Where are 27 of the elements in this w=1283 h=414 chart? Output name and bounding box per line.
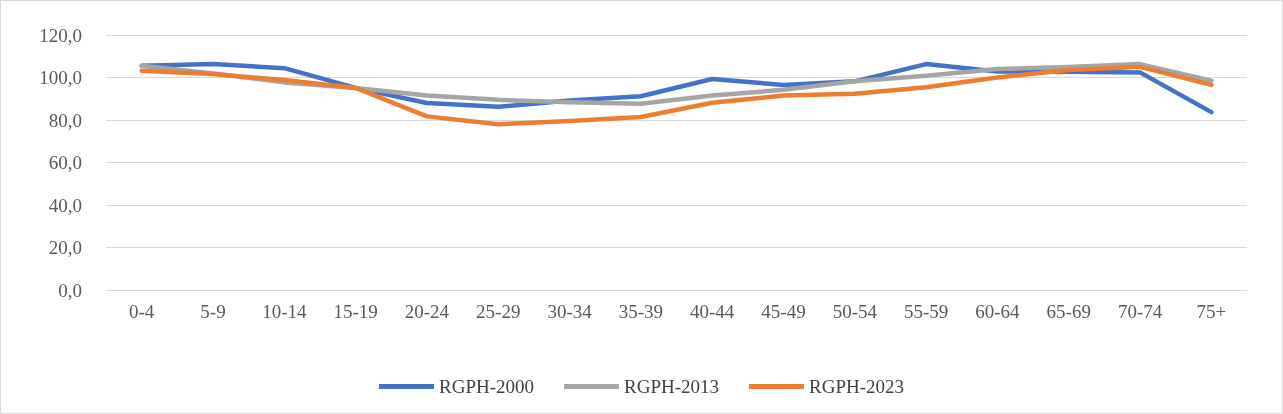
- x-tick-label: 35-39: [618, 301, 664, 322]
- x-tick-label: 25-29: [476, 301, 521, 322]
- y-tick-label: 20,0: [48, 237, 82, 258]
- x-tick-label: 0-4: [128, 301, 155, 322]
- y-tick-label: 80,0: [48, 109, 82, 131]
- y-tick-label: 60,0: [48, 152, 82, 173]
- x-tick-label: 40-44: [689, 301, 735, 322]
- y-tick-label: 40,0: [48, 194, 82, 216]
- x-tick-label: 30-34: [547, 301, 593, 322]
- x-tick-label: 5-9: [200, 301, 226, 322]
- x-tick-label: 60-64: [975, 301, 1021, 322]
- x-tick-label: 10-14: [262, 301, 307, 322]
- x-tick-label: 15-19: [333, 301, 378, 322]
- legend-label: RGPH-2023: [809, 376, 905, 397]
- x-tick-label: 50-54: [832, 301, 878, 322]
- legend-label: RGPH-2000: [438, 376, 534, 397]
- y-tick-label: 100,0: [39, 67, 82, 88]
- legend-label: RGPH-2013: [624, 376, 720, 397]
- x-tick-label: 45-49: [761, 301, 806, 322]
- x-tick-label: 75+: [1196, 301, 1227, 322]
- x-tick-label: 70-74: [1117, 301, 1163, 322]
- x-tick-label: 55-59: [903, 301, 949, 322]
- y-tick-label: 120,0: [39, 24, 82, 46]
- line-series: [139, 64, 1214, 127]
- y-tick-label: 0,0: [58, 279, 82, 301]
- x-tick-label: 20-24: [404, 301, 450, 322]
- x-tick-label: 65-69: [1046, 301, 1091, 322]
